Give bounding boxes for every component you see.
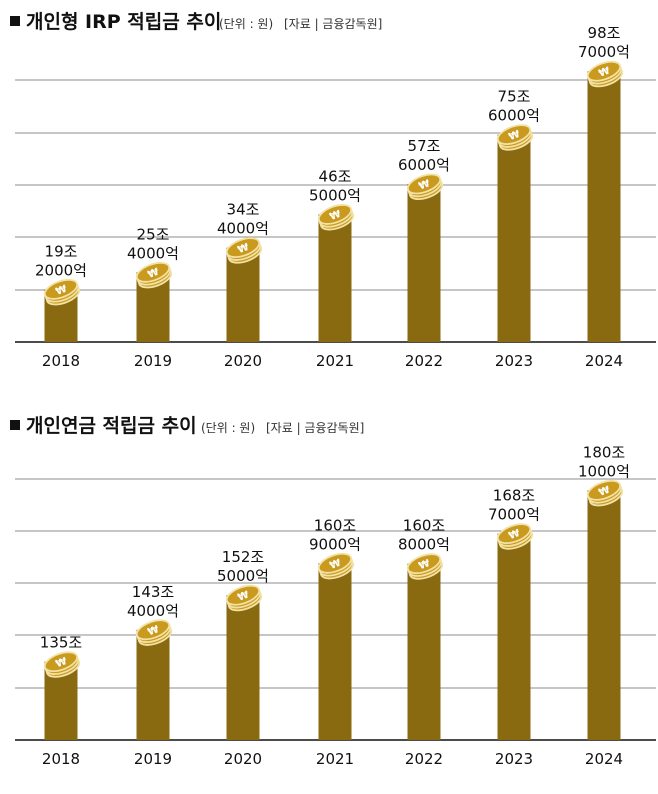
- won-symbol-icon: ₩: [236, 590, 250, 604]
- value-label: 19조: [45, 242, 78, 260]
- chart-2-source-note: [자료 | 금융감독원]: [266, 421, 364, 435]
- won-symbol-icon: ₩: [507, 528, 521, 542]
- x-tick-label: 2022: [405, 352, 443, 370]
- x-tick-label: 2020: [224, 352, 262, 370]
- value-label: 7000억: [578, 43, 630, 61]
- bar-2023: [497, 533, 531, 740]
- value-label: 6000억: [398, 156, 450, 174]
- won-symbol-icon: ₩: [417, 558, 431, 572]
- value-label: 6000억: [488, 107, 540, 125]
- coin-stack-icon: ₩: [317, 552, 355, 580]
- bar-2022: [407, 183, 441, 342]
- value-label: 34조: [227, 201, 260, 219]
- x-tick-label: 2018: [42, 750, 80, 768]
- x-tick-label: 2024: [585, 352, 623, 370]
- won-symbol-icon: ₩: [597, 485, 611, 499]
- x-tick-label: 2022: [405, 750, 443, 768]
- coin-stack-icon: ₩: [225, 237, 263, 264]
- value-label: 2000억: [35, 261, 87, 279]
- value-label: 1000억: [578, 462, 630, 480]
- coin-stack-icon: ₩: [496, 124, 534, 151]
- won-symbol-icon: ₩: [417, 178, 431, 192]
- value-label: 4000억: [127, 602, 179, 620]
- x-tick-label: 2023: [495, 750, 533, 768]
- value-label: 180조: [583, 443, 626, 461]
- value-label: 160조: [403, 517, 446, 535]
- chart-1-source-note: [자료 | 금융감독원]: [284, 17, 382, 31]
- won-symbol-icon: ₩: [328, 558, 342, 572]
- value-label: 160조: [314, 516, 357, 534]
- value-label: 9000억: [309, 535, 361, 553]
- bar-2019: [136, 629, 170, 740]
- value-label: 4000억: [127, 244, 179, 262]
- won-symbol-icon: ₩: [328, 209, 342, 223]
- won-symbol-icon: ₩: [54, 284, 68, 298]
- x-tick-label: 2019: [134, 352, 172, 370]
- won-symbol-icon: ₩: [507, 129, 521, 143]
- won-symbol-icon: ₩: [54, 656, 68, 670]
- coin-stack-icon: ₩: [225, 584, 263, 612]
- chart-1-unit-note: (단위 : 원): [219, 17, 273, 31]
- won-symbol-icon: ₩: [597, 66, 611, 80]
- value-label: 135조: [40, 634, 83, 652]
- value-label: 5000억: [217, 567, 269, 585]
- won-symbol-icon: ₩: [236, 242, 250, 256]
- value-label: 46조: [319, 167, 352, 185]
- bar-2022: [407, 563, 441, 740]
- x-tick-label: 2023: [495, 352, 533, 370]
- coin-stack-icon: ₩: [43, 278, 81, 306]
- bar-2020: [226, 247, 260, 342]
- value-label: 7000억: [488, 506, 540, 524]
- value-label: 143조: [132, 583, 175, 601]
- value-label: 8000억: [398, 536, 450, 554]
- won-symbol-icon: ₩: [146, 267, 160, 281]
- value-label: 25조: [137, 225, 170, 243]
- chart-1-title: 개인형 IRP 적립금 추이: [26, 11, 221, 33]
- coin-stack-icon: ₩: [135, 261, 173, 289]
- chart-1-plot: ₩19조2000억2018₩25조4000억2019₩34조4000억2020₩…: [15, 24, 656, 370]
- value-label: 57조: [408, 137, 441, 155]
- x-tick-label: 2020: [224, 750, 262, 768]
- bar-2020: [226, 595, 260, 740]
- coin-stack-icon: ₩: [406, 173, 444, 201]
- value-label: 98조: [588, 24, 621, 42]
- value-label: 5000억: [309, 186, 361, 204]
- value-label: 4000억: [217, 220, 269, 238]
- bar-2021: [318, 563, 352, 740]
- value-label: 75조: [498, 88, 531, 106]
- bar-2024: [587, 71, 621, 342]
- coin-stack-icon: ₩: [317, 204, 355, 231]
- title-marker-1: [10, 16, 20, 26]
- bar-2023: [497, 134, 531, 342]
- title-marker-2: [10, 420, 20, 430]
- coin-stack-icon: ₩: [135, 619, 173, 646]
- coin-stack-icon: ₩: [496, 523, 534, 550]
- coin-stack-icon: ₩: [406, 553, 444, 580]
- x-tick-label: 2018: [42, 352, 80, 370]
- bar-2024: [587, 490, 621, 740]
- value-label: 152조: [222, 548, 265, 566]
- x-tick-label: 2024: [585, 750, 623, 768]
- coin-stack-icon: ₩: [586, 60, 624, 88]
- coin-stack-icon: ₩: [586, 479, 624, 507]
- coin-stack-icon: ₩: [43, 651, 81, 678]
- value-label: 168조: [493, 487, 536, 505]
- bar-2021: [318, 214, 352, 342]
- x-tick-label: 2021: [316, 352, 354, 370]
- x-tick-label: 2019: [134, 750, 172, 768]
- chart-2-title: 개인연금 적립금 추이: [26, 415, 197, 437]
- chart-2-unit-note: (단위 : 원): [201, 421, 255, 435]
- won-symbol-icon: ₩: [146, 624, 160, 638]
- x-tick-label: 2021: [316, 750, 354, 768]
